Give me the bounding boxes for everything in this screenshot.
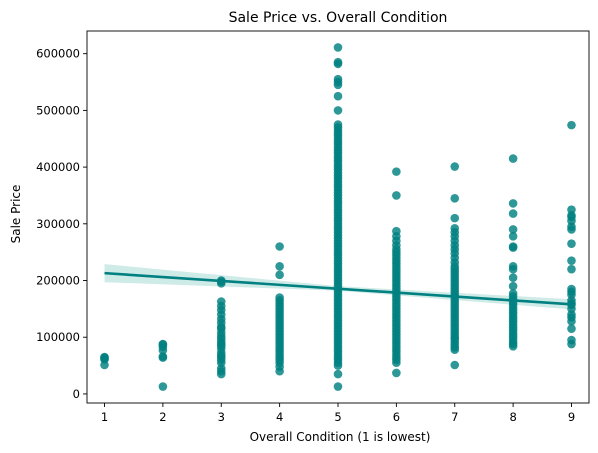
data-point <box>100 352 109 362</box>
data-point <box>508 209 518 218</box>
data-point <box>450 213 460 223</box>
data-point <box>275 242 284 251</box>
data-point <box>450 193 460 203</box>
data-point <box>508 231 518 241</box>
y-tick-label: 200000 <box>36 274 80 288</box>
data-point <box>450 224 460 233</box>
data-point <box>567 239 576 248</box>
y-tick-label: 0 <box>73 387 80 401</box>
data-point <box>567 256 576 265</box>
data-point <box>508 242 518 251</box>
y-tick-label: 100000 <box>36 330 80 344</box>
data-point <box>333 120 343 129</box>
data-point <box>333 57 343 67</box>
data-point <box>508 154 518 163</box>
data-point <box>333 43 343 52</box>
x-tick-label: 7 <box>451 410 458 424</box>
x-tick-label: 4 <box>276 410 283 424</box>
data-point <box>567 284 576 294</box>
data-point <box>508 281 518 291</box>
data-point <box>508 273 518 282</box>
y-tick-label: 500000 <box>36 103 80 117</box>
data-point <box>333 106 343 115</box>
data-point <box>158 339 168 349</box>
data-point <box>275 270 284 280</box>
data-point <box>450 360 460 370</box>
x-tick-label: 1 <box>101 410 108 424</box>
data-point <box>333 382 343 391</box>
x-tick-label: 5 <box>334 410 341 424</box>
data-point <box>275 293 284 302</box>
y-tick-label: 400000 <box>36 160 80 174</box>
data-point <box>567 120 576 130</box>
data-point <box>392 191 401 200</box>
x-tick-label: 8 <box>509 410 516 424</box>
data-point <box>392 167 401 176</box>
data-point <box>450 162 460 171</box>
data-point <box>333 369 343 379</box>
regression-line <box>104 271 572 306</box>
points-layer <box>100 43 576 391</box>
data-point <box>508 262 518 271</box>
data-point <box>333 74 343 84</box>
data-point <box>216 297 226 306</box>
data-point <box>567 205 576 214</box>
data-point <box>567 264 576 274</box>
data-point <box>508 289 518 298</box>
y-axis-label: Sale Price <box>9 185 23 244</box>
data-point <box>275 262 284 271</box>
data-point <box>567 335 576 345</box>
data-point <box>333 91 343 101</box>
y-tick-label: 600000 <box>36 47 80 61</box>
data-point <box>567 324 576 334</box>
axes-layer: 1 2 3 4 5 6 7 8 9 0 100000 200000 300000 400000 500000… <box>36 30 590 424</box>
data-point <box>392 368 401 378</box>
x-tick-label: 6 <box>393 410 400 424</box>
chart-title: Sale Price vs. Overall Condition <box>229 10 448 26</box>
data-point <box>158 352 168 361</box>
data-point <box>508 225 518 234</box>
x-axis-label: Overall Condition (1 is lowest) <box>250 430 431 444</box>
data-point <box>392 226 401 236</box>
x-tick-label: 9 <box>568 410 575 424</box>
x-tick-label: 3 <box>218 410 225 424</box>
data-point <box>508 199 518 208</box>
x-tick-label: 2 <box>159 410 166 424</box>
y-tick-label: 300000 <box>36 217 80 231</box>
regression-line-layer <box>104 271 572 306</box>
data-point <box>158 382 168 391</box>
